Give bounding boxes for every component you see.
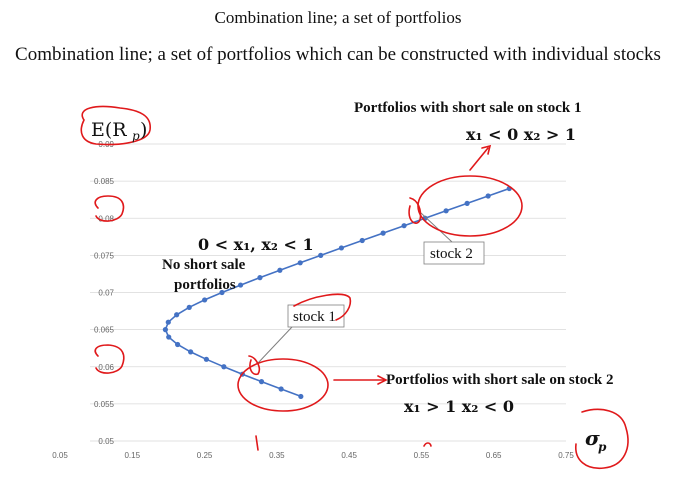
pen-mark-006: [94, 344, 125, 374]
data-point: [188, 349, 194, 355]
data-point: [277, 267, 283, 273]
stock2-label-box: [423, 241, 485, 265]
y-tick-label: 0.08: [98, 214, 114, 223]
pen-mark-stock1: [248, 355, 261, 376]
stock1-label-box: [287, 304, 345, 328]
y-tick-label: 0.05: [98, 437, 114, 446]
pen-arrowhead-short-stock1: [481, 144, 492, 155]
data-point: [318, 252, 324, 258]
data-point: [464, 200, 470, 206]
data-point: [219, 289, 225, 296]
short-stock2-condition: x₁ > 1 x₂ < 0: [404, 397, 514, 416]
pen-mark-stock1-box: [293, 293, 352, 321]
pen-arrowhead-short-stock2: [377, 375, 388, 385]
x-axis-ticks: 0.05 0.15 0.25 0.35 0.45 0.55 0.65 0.75: [52, 451, 574, 460]
y-axis-label-close: ): [140, 119, 147, 141]
stock2-label: stock 2: [430, 246, 473, 262]
pen-mark-stock2: [408, 197, 422, 224]
pen-tick-mark-035: [255, 435, 259, 451]
combination-line-series: [162, 185, 512, 400]
chart-gridlines: [90, 143, 566, 442]
data-point: [162, 327, 168, 333]
y-tick-label: 0.065: [94, 326, 115, 335]
pen-circle-y-label: [80, 105, 151, 146]
pen-circle-short-stock1: [417, 175, 523, 237]
x-tick-label: 0.25: [197, 451, 213, 460]
stock2-callout-line: [420, 212, 453, 243]
data-point: [443, 208, 449, 214]
y-tick-label: 0.06: [98, 363, 114, 372]
data-point: [202, 297, 208, 303]
x-tick-label: 0.55: [414, 451, 430, 460]
data-point: [203, 356, 209, 362]
data-point: [221, 364, 227, 370]
y-axis-label-subscript: p: [132, 129, 140, 143]
no-short-condition: 0 < x₁, x₂ < 1: [198, 235, 314, 254]
x-tick-label: 0.75: [558, 451, 574, 460]
y-tick-label: 0.085: [94, 177, 115, 186]
no-short-label-line2: portfolios: [174, 277, 236, 293]
data-point: [359, 237, 365, 244]
pen-tick-mark-055: [423, 442, 432, 447]
data-point: [165, 319, 171, 325]
data-point: [257, 275, 263, 281]
data-point: [297, 260, 303, 266]
pen-annotations: [80, 105, 629, 469]
x-axis-label: σ: [585, 426, 600, 450]
pen-mark-008: [94, 195, 125, 222]
short-stock1-condition: x₁ < 0 x₂ > 1: [466, 125, 576, 144]
data-point: [338, 245, 345, 251]
data-point: [174, 312, 180, 318]
no-short-label-line1: No short sale: [162, 257, 246, 273]
pen-circle-x-label: [575, 408, 629, 469]
data-point: [258, 379, 265, 385]
data-point: [380, 230, 386, 236]
x-tick-label: 0.65: [486, 451, 502, 460]
x-tick-label: 0.15: [124, 451, 140, 460]
stock1-label: stock 1: [293, 309, 336, 325]
x-axis-label-subscript: p: [598, 440, 607, 454]
x-tick-label: 0.45: [341, 451, 357, 460]
pen-arrow-short-stock1: [469, 147, 489, 171]
data-point: [278, 386, 284, 392]
slide-top-title: Combination line; a set of portfolios: [214, 8, 462, 27]
data-point: [175, 341, 181, 348]
y-tick-label: 0.075: [94, 251, 115, 260]
short-stock1-title: Portfolios with short sale on stock 1: [354, 100, 582, 116]
y-axis-label: E(R: [91, 119, 127, 141]
y-tick-label: 0.07: [98, 289, 114, 298]
slide-subtitle: Combination line; a set of portfolios wh…: [15, 44, 661, 65]
y-tick-label: 0.055: [94, 400, 115, 409]
pen-circle-short-stock2: [237, 358, 329, 412]
stock1-callout-line: [257, 326, 293, 364]
data-point: [237, 282, 244, 288]
short-stock2-title: Portfolios with short sale on stock 2: [386, 372, 614, 388]
x-tick-label: 0.35: [269, 451, 285, 460]
data-point: [166, 334, 172, 340]
data-point: [485, 193, 491, 199]
x-tick-label: 0.05: [52, 451, 68, 460]
data-point: [298, 393, 304, 400]
data-point: [401, 223, 407, 229]
data-point: [186, 304, 192, 310]
